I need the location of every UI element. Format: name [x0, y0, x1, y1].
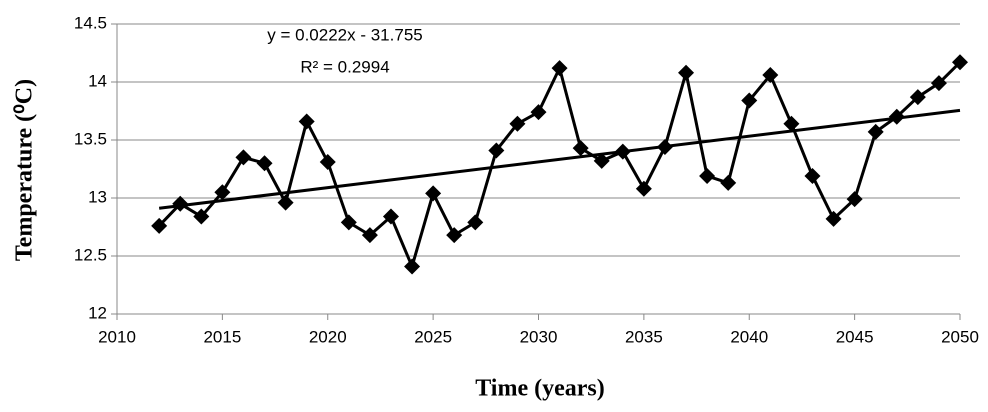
- data-point: [846, 191, 863, 208]
- data-point: [720, 174, 737, 191]
- data-point: [678, 64, 695, 81]
- trend-line: [158, 108, 961, 210]
- data-point: [593, 152, 610, 169]
- data-point: [340, 214, 357, 231]
- data-point: [235, 149, 252, 166]
- data-point: [404, 258, 421, 275]
- data-point: [551, 60, 568, 77]
- data-point: [214, 184, 231, 201]
- data-point: [382, 208, 399, 225]
- x-tick-label: 2015: [203, 327, 241, 346]
- y-tick-label: 13.5: [74, 129, 107, 148]
- x-axis-title: Time (years): [475, 376, 605, 402]
- x-tick-label: 2040: [730, 327, 768, 346]
- data-point: [656, 138, 673, 155]
- x-tick-label: 2020: [309, 327, 347, 346]
- data-point: [488, 142, 505, 159]
- data-point: [930, 75, 947, 92]
- data-point: [572, 140, 589, 157]
- y-tick-label: 13: [88, 187, 107, 206]
- x-tick-label: 2035: [625, 327, 663, 346]
- data-point: [467, 214, 484, 231]
- data-point: [361, 227, 378, 244]
- data-point: [909, 89, 926, 106]
- x-tick-label: 2010: [98, 327, 136, 346]
- data-line: [158, 61, 962, 271]
- x-tick-label: 2050: [941, 327, 979, 346]
- data-point: [277, 194, 294, 211]
- y-tick-label: 12: [88, 303, 107, 322]
- data-point: [319, 154, 336, 171]
- y-axis-title: Temperature (⁰C): [12, 79, 38, 261]
- trend-r-squared: R² = 0.2994: [300, 57, 389, 76]
- y-tick-label: 12.5: [74, 245, 107, 264]
- data-point: [741, 92, 758, 109]
- data-point: [172, 195, 189, 212]
- data-point: [193, 208, 210, 225]
- data-point: [446, 227, 463, 244]
- data-point: [888, 108, 905, 125]
- data-point: [509, 115, 526, 132]
- data-point: [783, 115, 800, 132]
- data-point: [762, 67, 779, 84]
- trend-equation: y = 0.0222x - 31.755: [267, 25, 422, 44]
- y-tick-label: 14.5: [74, 13, 107, 32]
- data-point: [614, 143, 631, 160]
- data-point: [804, 167, 821, 184]
- x-tick-label: 2030: [520, 327, 558, 346]
- x-tick-label: 2045: [836, 327, 874, 346]
- data-point: [425, 185, 442, 202]
- data-point: [867, 123, 884, 140]
- data-point: [952, 54, 968, 71]
- data-point: [699, 167, 716, 184]
- data-point: [298, 113, 315, 130]
- data-point: [256, 155, 273, 172]
- data-point: [151, 217, 168, 234]
- data-point: [825, 210, 842, 227]
- data-point: [530, 104, 547, 121]
- data-point: [635, 180, 652, 197]
- x-tick-label: 2025: [414, 327, 452, 346]
- y-tick-label: 14: [88, 71, 107, 90]
